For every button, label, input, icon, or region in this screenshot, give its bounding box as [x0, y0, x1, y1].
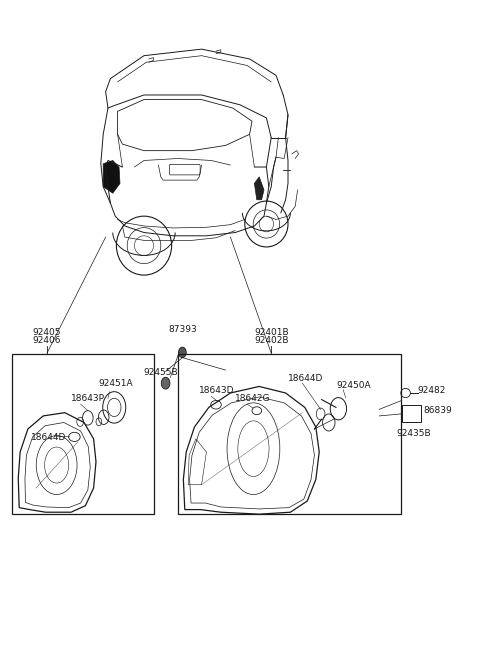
Text: 92435B: 92435B: [396, 429, 431, 438]
Text: 18644D: 18644D: [31, 433, 67, 442]
Text: 18643P: 18643P: [71, 394, 105, 403]
Circle shape: [161, 377, 170, 389]
Text: 92405: 92405: [33, 328, 61, 337]
Circle shape: [179, 347, 186, 358]
Text: 92402B: 92402B: [254, 336, 288, 345]
Text: 92401B: 92401B: [254, 328, 288, 337]
Text: 92451A: 92451A: [98, 379, 133, 388]
Text: 18644D: 18644D: [288, 374, 324, 383]
Text: 86839: 86839: [423, 406, 452, 415]
Polygon shape: [254, 177, 264, 200]
Text: 87393: 87393: [168, 325, 197, 334]
Text: 92455B: 92455B: [144, 367, 178, 377]
Text: 92406: 92406: [33, 336, 61, 345]
Text: 92450A: 92450A: [336, 381, 371, 390]
Polygon shape: [103, 160, 120, 193]
Text: 92482: 92482: [418, 386, 446, 395]
Text: 18642G: 18642G: [235, 394, 271, 403]
Text: 18643D: 18643D: [199, 386, 235, 395]
